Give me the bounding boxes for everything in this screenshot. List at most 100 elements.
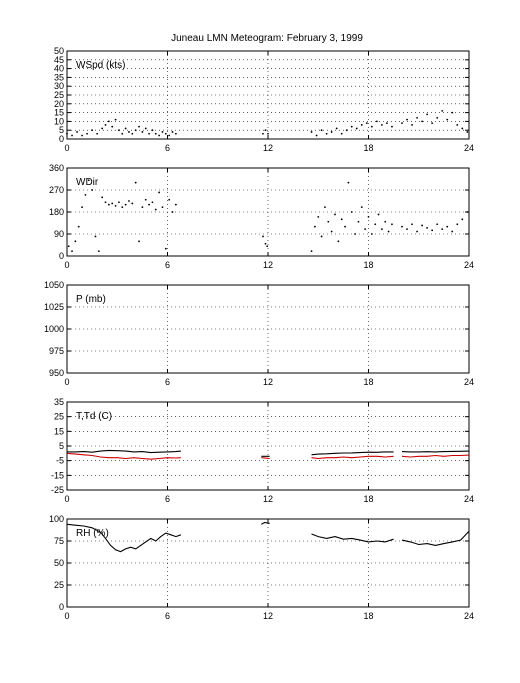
series-line: [311, 451, 394, 456]
y-tick-label: 30: [54, 81, 64, 91]
panel-temp: 0 6 12 18 24 -25 -15 -5 5 15 25 35 T,Td (C): [51, 397, 474, 504]
data-point: [124, 127, 127, 130]
data-point: [314, 225, 316, 228]
data-point: [114, 204, 117, 207]
data-point: [74, 240, 77, 243]
data-point: [357, 220, 360, 223]
data-point: [436, 116, 439, 119]
data-point: [461, 218, 464, 221]
data-point: [267, 132, 269, 135]
series-temp-1: [66, 452, 470, 460]
y-tick-label: 10: [54, 116, 64, 126]
y-tick-label: 975: [49, 346, 64, 356]
y-tick-label: 1050: [44, 280, 64, 290]
y-tick-label: 0: [59, 134, 64, 144]
data-point: [334, 213, 336, 216]
data-point: [325, 132, 328, 135]
data-point: [151, 129, 154, 132]
y-tick-label: 0: [59, 251, 64, 261]
series-line: [401, 450, 470, 453]
x-tick-label: 0: [64, 260, 69, 270]
data-point: [461, 127, 464, 130]
y-tick-label: -5: [56, 456, 64, 466]
data-point: [456, 223, 459, 226]
data-point: [266, 245, 269, 248]
data-point: [71, 134, 73, 137]
panel-label: P (mb): [76, 294, 106, 305]
y-tick-label: -15: [51, 470, 64, 480]
data-point: [345, 129, 348, 132]
y-tick-label: 20: [54, 99, 64, 109]
data-point: [330, 230, 333, 233]
x-tick-label: 0: [64, 611, 69, 621]
data-point: [344, 225, 346, 228]
data-point: [134, 129, 137, 132]
data-point: [416, 230, 418, 233]
data-point: [387, 230, 390, 233]
data-point: [154, 208, 157, 211]
data-point: [141, 206, 144, 209]
data-point: [315, 134, 318, 137]
panel-pres: 0 6 12 18 24 950 975 1000 1025 1050 P (mb): [44, 280, 474, 387]
data-point: [431, 229, 434, 232]
series-wdir-0: [67, 179, 469, 253]
data-point: [381, 124, 383, 126]
data-point: [330, 131, 333, 133]
y-tick-label: -25: [51, 485, 64, 495]
y-tick-label: 5: [59, 441, 64, 451]
data-point: [446, 118, 449, 121]
data-point: [91, 129, 94, 132]
data-point: [262, 132, 264, 135]
panel-label: T,Td (C): [76, 411, 112, 422]
x-tick-label: 6: [165, 494, 170, 504]
data-point: [391, 223, 393, 226]
data-point: [391, 125, 393, 128]
y-tick-label: 5: [59, 125, 64, 135]
data-point: [164, 132, 167, 135]
y-tick-label: 40: [54, 64, 64, 74]
x-tick-label: 18: [363, 611, 373, 621]
data-point: [84, 193, 87, 196]
data-point: [77, 225, 80, 228]
data-point: [174, 132, 177, 135]
x-tick-label: 12: [263, 143, 273, 153]
series-line: [401, 530, 470, 546]
data-point: [171, 131, 174, 133]
panel-label: WDir: [76, 177, 99, 188]
data-point: [370, 125, 373, 128]
x-tick-label: 0: [64, 494, 69, 504]
data-point: [421, 224, 423, 227]
data-point: [320, 235, 323, 238]
series-line: [311, 455, 394, 460]
y-tick-label: 35: [54, 397, 64, 407]
data-point: [71, 250, 73, 253]
data-point: [367, 215, 370, 218]
data-point: [324, 206, 326, 209]
data-point: [456, 124, 459, 126]
x-tick-label: 24: [464, 143, 474, 153]
data-point: [310, 131, 313, 133]
x-tick-label: 6: [165, 143, 170, 153]
x-tick-label: 6: [165, 611, 170, 621]
data-point: [264, 242, 267, 245]
y-tick-label: 1025: [44, 302, 64, 312]
data-point: [174, 203, 177, 206]
data-point: [264, 129, 267, 132]
y-tick-label: 45: [54, 55, 64, 65]
data-point: [158, 134, 161, 137]
data-point: [128, 131, 130, 133]
series-line: [311, 533, 394, 543]
data-point: [411, 124, 413, 126]
y-tick-label: 35: [54, 72, 64, 82]
data-point: [168, 134, 171, 137]
data-point: [118, 201, 120, 204]
data-point: [446, 225, 449, 228]
data-point: [91, 189, 94, 191]
data-point: [406, 228, 408, 231]
data-point: [144, 198, 147, 201]
series-line: [66, 452, 181, 460]
data-point: [151, 201, 154, 204]
data-point: [426, 226, 429, 229]
data-point: [401, 225, 403, 228]
